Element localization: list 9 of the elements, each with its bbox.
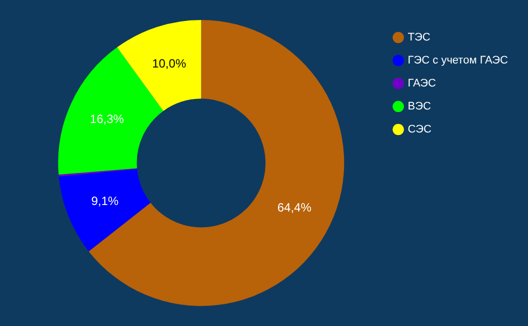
legend-label: ГАЭС (408, 78, 436, 90)
data-label: 10,0% (152, 56, 186, 71)
legend-label: ВЭС (408, 100, 432, 113)
legend-label: ТЭС (408, 32, 430, 44)
data-label: 64,4% (277, 200, 312, 215)
legend-label: СЭС (408, 124, 432, 136)
legend-label: ГЭС с учетом ГАЭС (408, 54, 508, 67)
data-label: 16,3% (90, 112, 124, 126)
data-label: 9,1% (91, 194, 119, 208)
